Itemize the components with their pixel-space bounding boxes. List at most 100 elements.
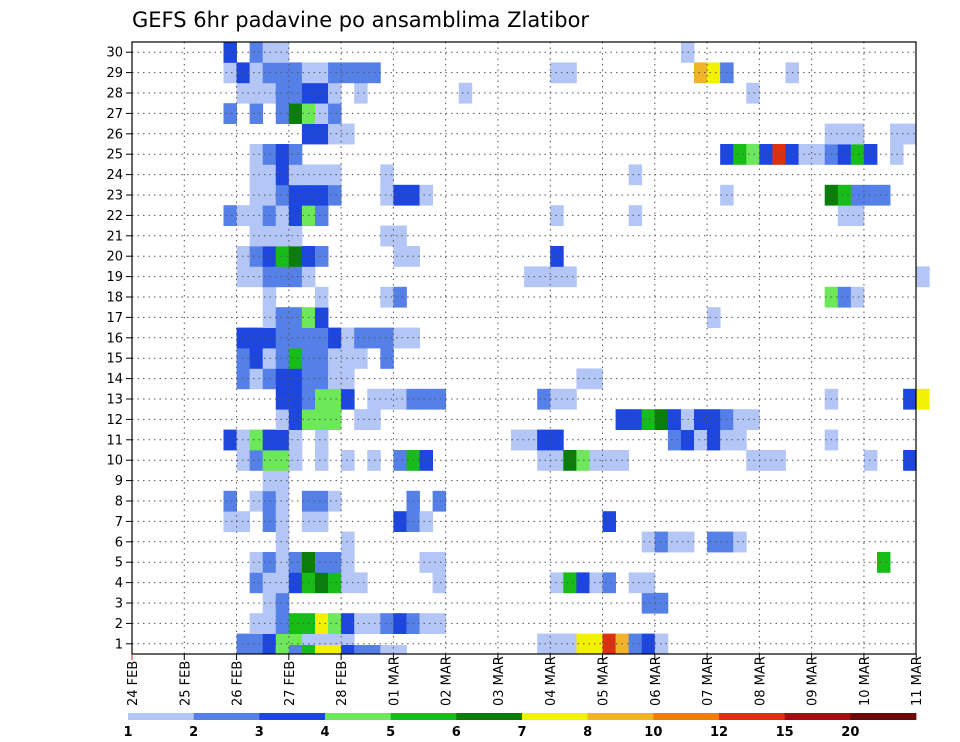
x-tick-label: 25 FEB [178, 661, 193, 706]
heatmap-cell [314, 572, 329, 594]
heatmap-cell [903, 123, 917, 145]
heatmap-cell [432, 572, 447, 594]
heatmap-cell [380, 388, 394, 410]
heatmap-cell [249, 42, 264, 63]
heatmap-cell [850, 205, 865, 226]
heatmap-cell [419, 450, 434, 471]
heatmap-cell [275, 470, 290, 492]
heatmap-cell [850, 286, 865, 308]
heatmap-cell [249, 552, 264, 573]
y-tick-label: 10 [106, 454, 123, 469]
heatmap-cell [354, 572, 368, 594]
y-tick-label: 20 [106, 250, 123, 265]
y-tick-label: 17 [106, 311, 123, 326]
heatmap-cell [262, 348, 277, 369]
heatmap-cell [288, 409, 303, 430]
heatmap-cell [249, 82, 264, 104]
heatmap-cell [223, 103, 237, 124]
heatmap-cell [249, 205, 264, 226]
heatmap-cell [328, 348, 342, 369]
y-tick-label: 26 [106, 127, 123, 142]
heatmap-cell [262, 633, 277, 655]
heatmap-cell [694, 409, 708, 430]
heatmap-cell [380, 164, 394, 186]
heatmap-cell [628, 205, 643, 226]
heatmap-cell [288, 225, 303, 247]
heatmap-cell [733, 409, 747, 430]
legend-color-swatch [522, 713, 589, 720]
x-tick-label: 05 MAR [597, 656, 612, 706]
legend-color-swatch [719, 713, 786, 720]
legend-color-swatch [193, 713, 260, 720]
heatmap-cell [262, 368, 277, 390]
y-tick-label: 8 [115, 495, 123, 510]
y-tick-label: 7 [115, 515, 123, 530]
heatmap-cell [262, 164, 277, 186]
heatmap-cell [249, 327, 264, 349]
heatmap-cell [262, 246, 277, 267]
heatmap-cell [850, 184, 865, 206]
heatmap-cell [589, 450, 603, 471]
heatmap-cell [223, 42, 237, 63]
heatmap-cell [380, 225, 394, 247]
x-tick-label: 02 MAR [440, 656, 455, 706]
heatmap-cell [249, 246, 264, 267]
heatmap-cell [432, 552, 447, 573]
legend-color-swatch [259, 713, 326, 720]
legend-color-swatch [850, 713, 917, 720]
y-tick-label: 22 [106, 209, 123, 224]
chart-grid [132, 42, 916, 654]
heatmap-cell [249, 144, 264, 165]
heatmap-cell [262, 225, 277, 247]
heatmap-cell [275, 450, 290, 471]
heatmap-cell [432, 613, 447, 634]
heatmap-cell [262, 592, 277, 614]
heatmap-cell [876, 552, 891, 573]
heatmap-cell [288, 164, 303, 186]
heatmap-cell [667, 409, 682, 430]
heatmap-cell [288, 645, 303, 654]
heatmap-cell [367, 388, 381, 410]
heatmap-cell [628, 409, 643, 430]
heatmap-cell [694, 429, 708, 451]
heatmap-cell [249, 184, 264, 206]
heatmap-cell [314, 511, 329, 532]
heatmap-cell [772, 450, 786, 471]
y-tick-label: 2 [115, 617, 123, 632]
heatmap-cell [314, 82, 329, 104]
heatmap-cell [863, 144, 878, 165]
heatmap-cell [393, 613, 407, 634]
heatmap-cell [223, 490, 237, 512]
heatmap-cell [288, 266, 303, 288]
heatmap-cell [328, 368, 342, 390]
heatmap-cell [393, 286, 407, 308]
y-tick-label: 12 [106, 413, 123, 428]
plot-frame [131, 41, 917, 655]
legend-label: 2 [189, 725, 198, 740]
x-tick-label: 01 MAR [387, 656, 402, 706]
heatmap-cell [328, 62, 342, 84]
heatmap-cell [641, 409, 656, 430]
heatmap-cell [654, 531, 669, 553]
heatmap-cell [314, 388, 329, 410]
heatmap-cell [863, 450, 878, 471]
heatmap-cell [275, 572, 290, 594]
heatmap-cell [262, 613, 277, 634]
heatmap-cell [314, 246, 329, 267]
heatmap-cell [288, 388, 303, 410]
heatmap-cell [628, 572, 643, 594]
heatmap-cell [236, 645, 251, 654]
heatmap-cell [837, 184, 852, 206]
heatmap-cell [314, 613, 329, 634]
heatmap-cell [419, 388, 434, 410]
heatmap-cell [249, 613, 264, 634]
heatmap-cell [563, 266, 577, 288]
heatmap-cell [667, 429, 682, 451]
heatmap-cell [759, 144, 773, 165]
heatmap-cell [707, 307, 721, 328]
heatmap-cell [223, 429, 237, 451]
heatmap-cell [275, 409, 290, 430]
heatmap-cell [301, 645, 316, 654]
heatmap-cell [275, 368, 290, 390]
heatmap-cell [537, 633, 551, 655]
